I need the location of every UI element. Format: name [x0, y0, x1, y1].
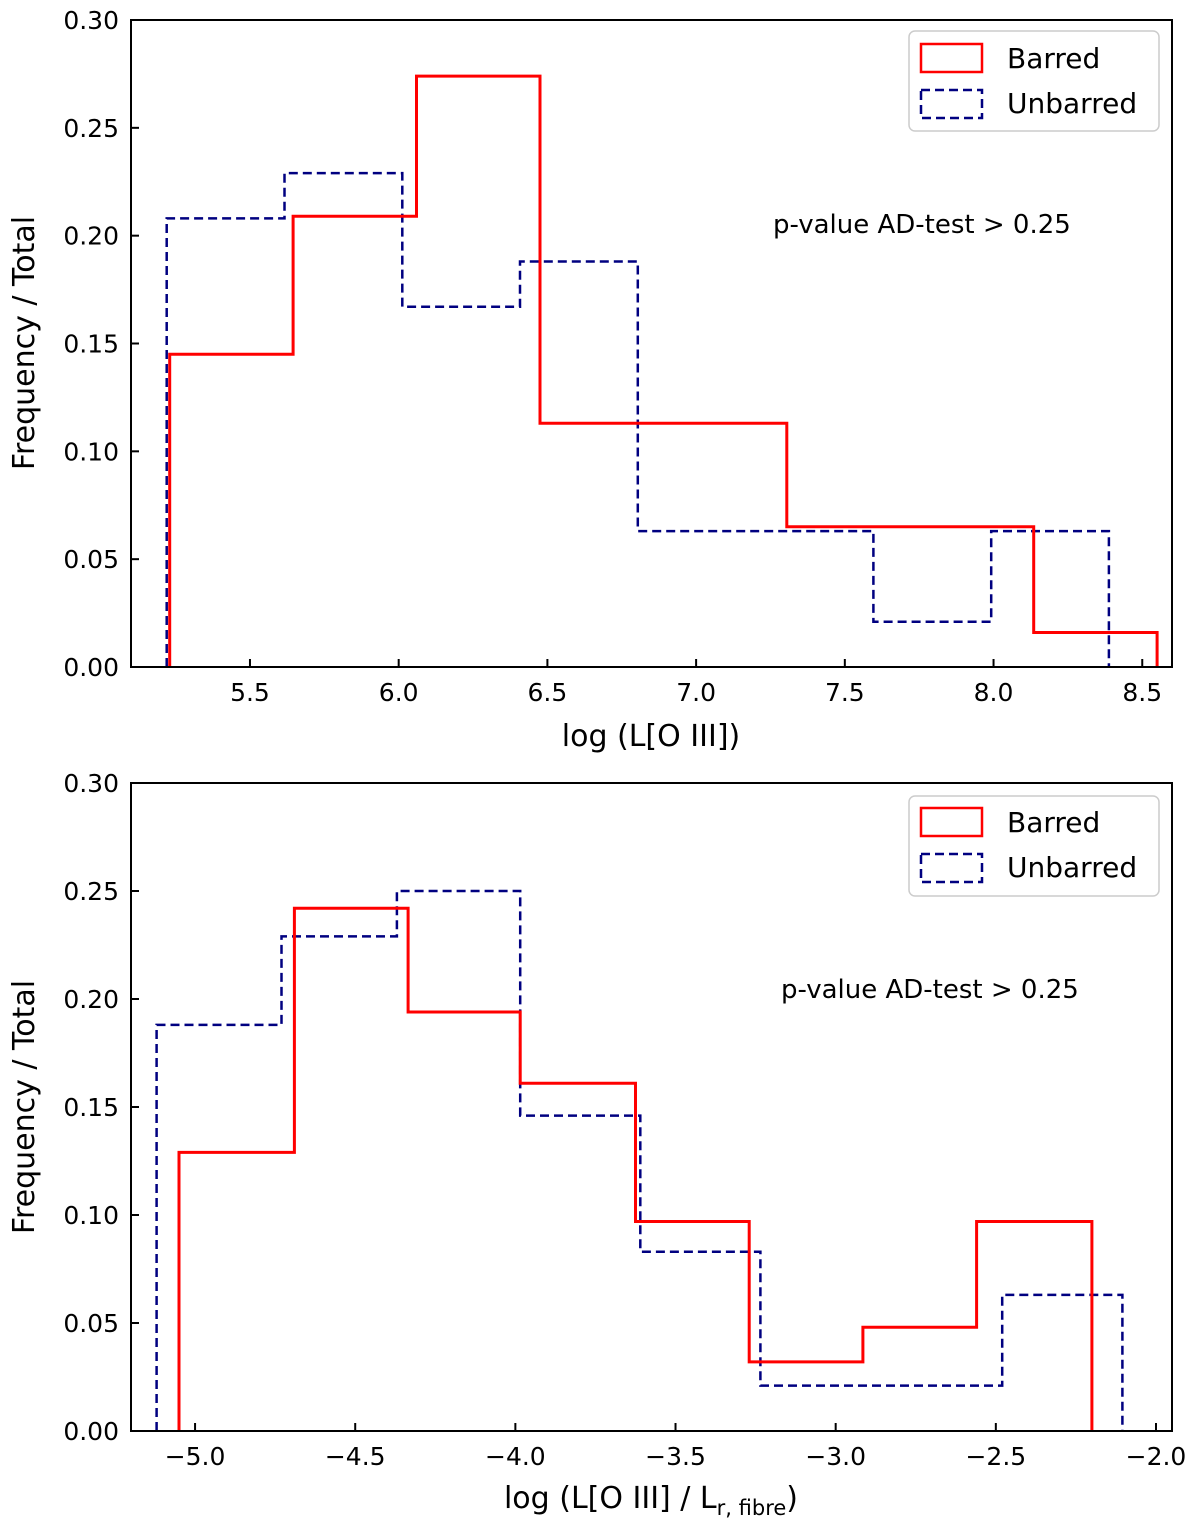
bottom-y-tick-label: 0.05 — [63, 1309, 119, 1338]
top-y-tick-label: 0.05 — [63, 545, 119, 574]
bottom-x-axis-label-end: ) — [786, 1481, 798, 1516]
top-histogram-panel: 5.5 6.0 6.5 7.0 7.5 8.0 8.5 0.00 0.05 0.10 0.15 0.2… — [7, 6, 1173, 754]
bottom-legend-barred-swatch — [919, 806, 984, 838]
top-y-tick-label: 0.10 — [63, 437, 119, 466]
bottom-legend-box — [908, 795, 1160, 897]
top-x-tick-label: 8.5 — [1122, 678, 1162, 707]
top-x-tick-label: 7.5 — [825, 678, 865, 707]
top-legend-unbarred-label: Unbarred — [1007, 87, 1137, 120]
top-ad-test-annotation: p-value AD-test > 0.25 — [773, 210, 1071, 240]
bottom-ad-test-annotation: p-value AD-test > 0.25 — [781, 975, 1079, 1005]
bottom-y-tick-label: 0.10 — [63, 1201, 119, 1230]
bottom-x-tick-label: −4.5 — [325, 1442, 386, 1471]
bottom-legend-unbarred-label: Unbarred — [1007, 851, 1137, 884]
top-x-tick-label: 6.5 — [528, 678, 568, 707]
bottom-x-axis-label-main: log (L[O III] / L — [504, 1481, 717, 1516]
bottom-x-tick-label: −2.5 — [965, 1442, 1026, 1471]
bottom-y-tick-label: 0.20 — [63, 985, 119, 1014]
top-y-tick-label: 0.25 — [63, 114, 119, 143]
top-legend: Barred Unbarred — [908, 30, 1160, 132]
top-histogram-marks — [165, 74, 1159, 667]
bottom-x-tick-label: −3.5 — [645, 1442, 706, 1471]
top-legend-box — [908, 30, 1160, 132]
bottom-histogram-panel: −5.0 −4.5 −4.0 −3.5 −3.0 −2.5 −2.0 0.00 0.05 0.10… — [7, 769, 1186, 1520]
top-unbarred-histogram-line — [165, 171, 1111, 667]
bottom-x-tick-label: −3.0 — [805, 1442, 866, 1471]
top-x-tick-label: 7.0 — [676, 678, 716, 707]
top-y-axis-label: Frequency / Total — [7, 216, 42, 470]
bottom-legend-barred-label: Barred — [1007, 806, 1100, 839]
top-x-tick-label: 6.0 — [379, 678, 419, 707]
top-y-tick-label: 0.30 — [63, 6, 119, 35]
bottom-y-tick-label: 0.25 — [63, 877, 119, 906]
top-x-tick-label: 8.0 — [974, 678, 1014, 707]
top-y-tick-label: 0.00 — [63, 653, 119, 682]
top-y-tick-label: 0.15 — [63, 330, 119, 359]
bottom-histogram-marks — [155, 889, 1124, 1431]
bottom-x-tick-label: −2.0 — [1126, 1442, 1187, 1471]
bottom-x-tick-label: −4.0 — [485, 1442, 546, 1471]
bottom-legend: Barred Unbarred — [908, 795, 1160, 897]
bottom-x-axis-label: log (L[O III] / Lr, fibre) — [504, 1481, 798, 1520]
top-axis-ticks: 5.5 6.0 6.5 7.0 7.5 8.0 8.5 0.00 0.05 0.10 0.15 0.2… — [63, 6, 1162, 707]
bottom-y-tick-label: 0.30 — [63, 769, 119, 798]
bottom-axis-ticks: −5.0 −4.5 −4.0 −3.5 −3.0 −2.5 −2.0 0.00 0.05 0.10… — [63, 769, 1186, 1471]
bottom-unbarred-histogram-line — [155, 889, 1124, 1431]
top-y-tick-label: 0.20 — [63, 222, 119, 251]
bottom-y-tick-label: 0.15 — [63, 1093, 119, 1122]
top-x-axis-label: log (L[O III]) — [562, 719, 741, 754]
bottom-y-tick-label: 0.00 — [63, 1417, 119, 1446]
top-x-tick-label: 5.5 — [230, 678, 270, 707]
bottom-x-axis-label-subscript: r, fibre — [717, 1496, 787, 1520]
top-legend-barred-label: Barred — [1007, 42, 1100, 75]
top-legend-barred-swatch — [919, 42, 984, 74]
top-legend-unbarred-swatch — [919, 88, 984, 120]
bottom-y-axis-label: Frequency / Total — [7, 980, 42, 1234]
bottom-barred-histogram-line — [177, 906, 1094, 1431]
top-barred-histogram-line — [168, 74, 1159, 667]
bottom-x-tick-label: −5.0 — [165, 1442, 226, 1471]
bottom-legend-unbarred-swatch — [919, 852, 984, 884]
